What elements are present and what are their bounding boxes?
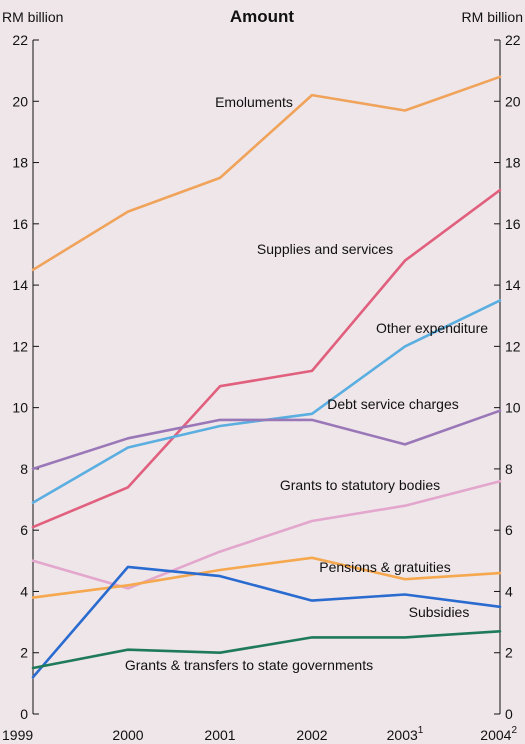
y-tick-label-right: 0 [505, 706, 513, 722]
y-tick-label-left: 14 [12, 277, 28, 293]
x-tick-year: 2000 [112, 727, 143, 743]
x-tick-label: 2000 [112, 727, 143, 743]
x-tick-year: 2001 [204, 727, 235, 743]
x-tick-label: 20042 [480, 725, 517, 743]
y-tick-label-left: 18 [12, 155, 28, 171]
y-tick-label-left: 12 [12, 338, 28, 354]
series-line-0 [31, 75, 502, 272]
x-tick-label: 20031 [387, 725, 424, 743]
series-label-pensions-and-gratuities: Pensions & gratuities [319, 559, 451, 575]
y-tick-label-right: 16 [505, 216, 521, 232]
y-tick-label-right: 2 [505, 645, 513, 661]
y-axis-unit-right: RM billion [462, 9, 523, 25]
series-label-supplies-and-services: Supplies and services [257, 241, 393, 257]
y-tick-label-right: 6 [505, 522, 513, 538]
series-label-subsidies: Subsidies [409, 604, 470, 620]
y-tick-label-left: 6 [20, 522, 28, 538]
y-tick-label-left: 0 [20, 706, 28, 722]
series-line-6 [31, 565, 502, 679]
x-tick-label: 1999 [2, 727, 33, 743]
series-line-7 [31, 629, 502, 670]
y-tick-label-left: 16 [12, 216, 28, 232]
x-tick-year: 2004 [480, 727, 511, 743]
series-line-3 [31, 409, 502, 471]
y-tick-label-left: 8 [20, 461, 28, 477]
series-lines [31, 75, 502, 679]
x-tick-year: 1999 [2, 727, 33, 743]
y-tick-label-right: 4 [505, 583, 513, 599]
series-label-grants-to-statutory-bodies: Grants to statutory bodies [280, 477, 440, 493]
series-line-1 [31, 188, 502, 529]
x-tick-year: 2003 [387, 727, 418, 743]
y-tick-label-left: 4 [20, 583, 28, 599]
series-label-debt-service-charges: Debt service charges [327, 396, 459, 412]
y-tick-label-right: 22 [505, 32, 521, 48]
x-tick-year: 2002 [296, 727, 327, 743]
y-axis-unit-left: RM billion [2, 9, 63, 25]
series-label-grants-and-transfers-to-state-governments: Grants & transfers to state governments [125, 657, 373, 673]
y-tick-label-right: 20 [505, 93, 521, 109]
series-label-other-expenditure: Other expenditure [376, 320, 488, 336]
chart-title: Amount [230, 7, 295, 26]
x-tick-footnote-marker: 1 [418, 725, 424, 736]
series-label-emoluments: Emoluments [215, 94, 293, 110]
x-tick-label: 2002 [296, 727, 327, 743]
y-tick-label-right: 18 [505, 155, 521, 171]
y-tick-label-left: 2 [20, 645, 28, 661]
y-tick-label-right: 14 [505, 277, 521, 293]
y-tick-label-right: 10 [505, 400, 521, 416]
series-line-5 [31, 556, 502, 599]
x-tick-footnote-marker: 2 [511, 725, 517, 736]
y-tick-label-right: 12 [505, 338, 521, 354]
x-tick-label: 2001 [204, 727, 235, 743]
y-tick-label-left: 10 [12, 400, 28, 416]
y-tick-label-left: 20 [12, 93, 28, 109]
y-tick-label-left: 22 [12, 32, 28, 48]
x-ticks: 1999 2000 2001 2002 20031 20042 [2, 725, 517, 743]
y-tick-label-right: 8 [505, 461, 513, 477]
